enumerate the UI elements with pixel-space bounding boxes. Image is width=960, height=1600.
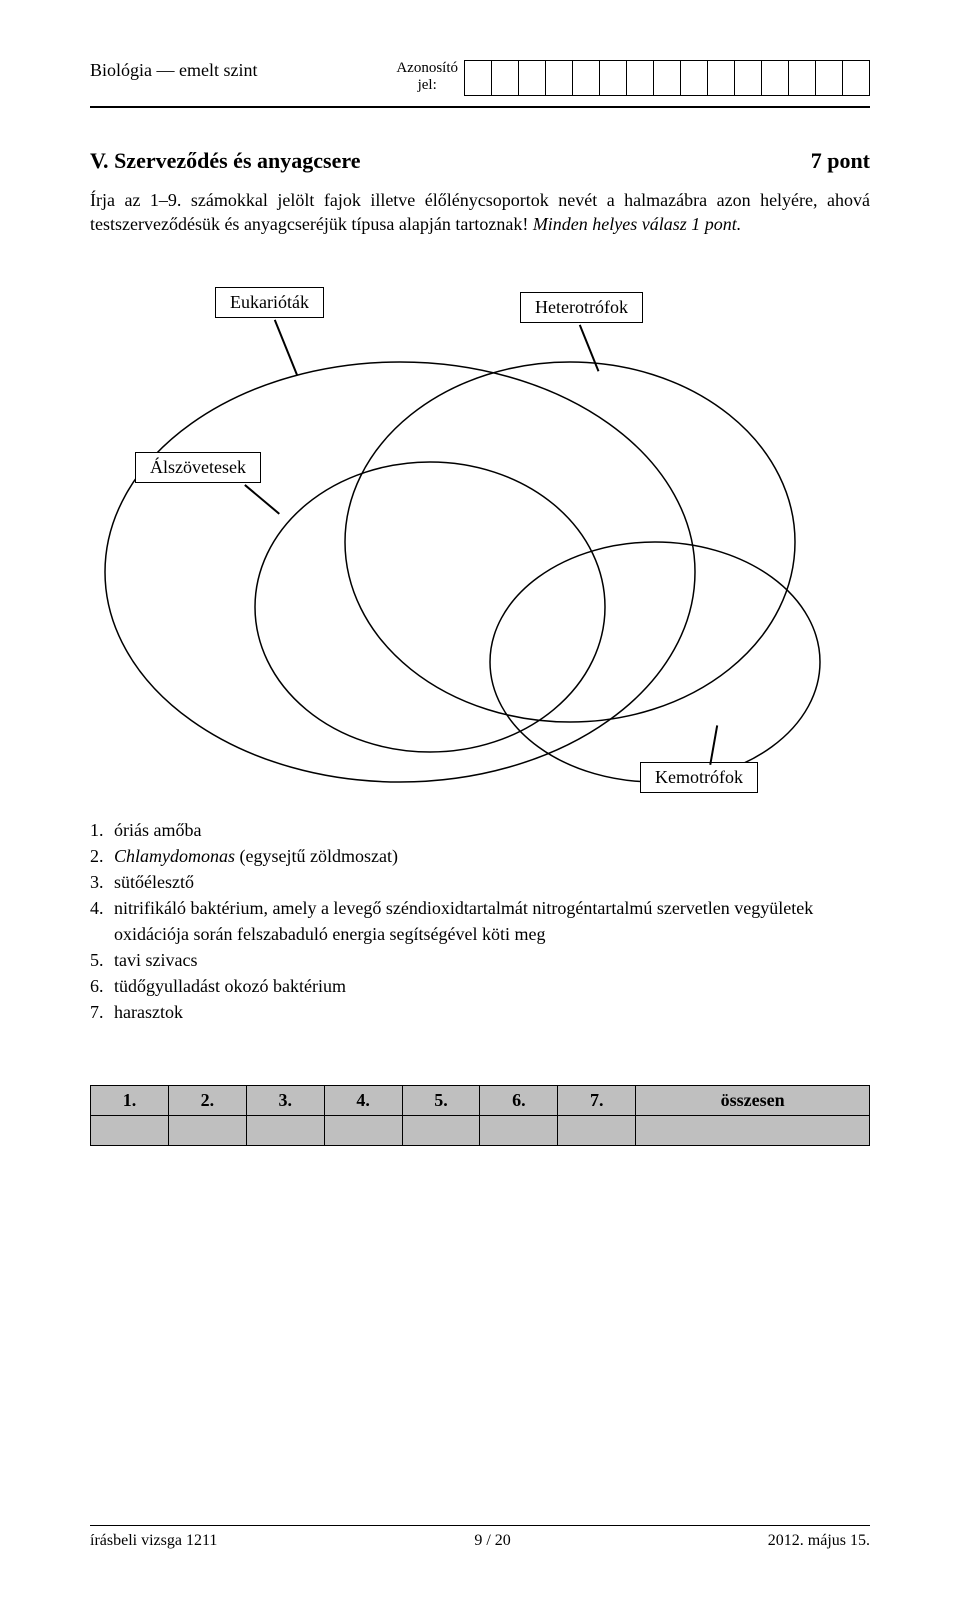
- score-header-cell: 5.: [402, 1086, 480, 1116]
- id-box[interactable]: [761, 60, 789, 96]
- id-box[interactable]: [572, 60, 600, 96]
- score-header-cell: 2.: [168, 1086, 246, 1116]
- id-box[interactable]: [518, 60, 546, 96]
- list-item: 4.nitrifikáló baktérium, amely a levegő …: [90, 895, 870, 947]
- list-number: 5.: [90, 947, 114, 973]
- score-table: 1.2.3.4.5.6.7.összesen: [90, 1085, 870, 1146]
- score-header-cell: 3.: [246, 1086, 324, 1116]
- venn-label-heterotrophs: Heterotrófok: [520, 292, 643, 323]
- list-number: 6.: [90, 973, 114, 999]
- list-text: óriás amőba: [114, 817, 201, 843]
- list-number: 7.: [90, 999, 114, 1025]
- header-separator: [90, 106, 870, 108]
- list-item: 6.tüdőgyulladást okozó baktérium: [90, 973, 870, 999]
- footer-left: írásbeli vizsga 1211: [90, 1532, 217, 1550]
- footer-center: 9 / 20: [474, 1532, 510, 1550]
- list-text: sütőélesztő: [114, 869, 194, 895]
- id-box[interactable]: [680, 60, 708, 96]
- list-item: 5.tavi szivacs: [90, 947, 870, 973]
- venn-label-pseudo: Álszövetesek: [135, 452, 261, 483]
- score-header-cell: 4.: [324, 1086, 402, 1116]
- id-box[interactable]: [815, 60, 843, 96]
- list-item: 2.Chlamydomonas (egysejtű zöldmoszat): [90, 843, 870, 869]
- score-blank-cell[interactable]: [91, 1116, 169, 1146]
- score-header-cell: 6.: [480, 1086, 558, 1116]
- score-header-cell: 7.: [558, 1086, 636, 1116]
- venn-diagram: Eukarióták Heterotrófok Álszövetesek Kem…: [100, 267, 860, 787]
- list-number: 2.: [90, 843, 114, 869]
- id-box[interactable]: [734, 60, 762, 96]
- id-box[interactable]: [707, 60, 735, 96]
- page-header: Biológia — emelt szint Azonosító jel:: [90, 60, 870, 96]
- id-boxes: [464, 60, 870, 96]
- venn-svg: [100, 267, 860, 787]
- id-box[interactable]: [788, 60, 816, 96]
- instructions: Írja az 1–9. számokkal jelölt fajok ille…: [90, 188, 870, 237]
- species-list: 1.óriás amőba2.Chlamydomonas (egysejtű z…: [90, 817, 870, 1026]
- footer-right: 2012. május 15.: [768, 1532, 870, 1550]
- footer-separator: [90, 1525, 870, 1526]
- subject-label: Biológia — emelt szint: [90, 60, 257, 81]
- list-number: 3.: [90, 869, 114, 895]
- section-title: V. Szerveződés és anyagcsere: [90, 148, 360, 174]
- id-label: Azonosító jel:: [396, 60, 458, 93]
- list-text: tavi szivacs: [114, 947, 197, 973]
- list-item: 7.harasztok: [90, 999, 870, 1025]
- id-box[interactable]: [491, 60, 519, 96]
- id-box[interactable]: [599, 60, 627, 96]
- id-box[interactable]: [842, 60, 870, 96]
- page-footer: írásbeli vizsga 1211 9 / 20 2012. május …: [90, 1525, 870, 1550]
- id-block: Azonosító jel:: [396, 60, 870, 96]
- list-text: harasztok: [114, 999, 183, 1025]
- score-blank-cell[interactable]: [168, 1116, 246, 1146]
- id-box[interactable]: [626, 60, 654, 96]
- score-blank-cell[interactable]: [324, 1116, 402, 1146]
- list-number: 4.: [90, 895, 114, 947]
- list-number: 1.: [90, 817, 114, 843]
- list-text: nitrifikáló baktérium, amely a levegő sz…: [114, 895, 870, 947]
- id-box[interactable]: [545, 60, 573, 96]
- id-box[interactable]: [464, 60, 492, 96]
- list-text: Chlamydomonas (egysejtű zöldmoszat): [114, 843, 398, 869]
- list-text: tüdőgyulladást okozó baktérium: [114, 973, 346, 999]
- score-header-cell: összesen: [636, 1086, 870, 1116]
- score-blank-cell[interactable]: [402, 1116, 480, 1146]
- score-blank-cell[interactable]: [246, 1116, 324, 1146]
- section-title-row: V. Szerveződés és anyagcsere 7 pont: [90, 148, 870, 174]
- score-blank-cell[interactable]: [558, 1116, 636, 1146]
- list-item: 1.óriás amőba: [90, 817, 870, 843]
- venn-label-chemo: Kemotrófok: [640, 762, 758, 793]
- score-blank-cell[interactable]: [636, 1116, 870, 1146]
- section-points: 7 pont: [811, 148, 870, 174]
- score-blank-cell[interactable]: [480, 1116, 558, 1146]
- score-header-cell: 1.: [91, 1086, 169, 1116]
- venn-label-eukariotes: Eukarióták: [215, 287, 324, 318]
- list-item: 3.sütőélesztő: [90, 869, 870, 895]
- id-box[interactable]: [653, 60, 681, 96]
